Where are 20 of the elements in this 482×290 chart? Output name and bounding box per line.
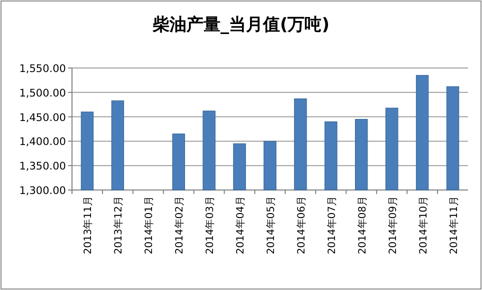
chart-title: 柴油产量_当月值(万吨) [151, 15, 330, 35]
x-tick-label: 2014年08月 [356, 196, 368, 254]
x-tick-label: 2014年03月 [204, 196, 216, 254]
x-tick-label: 2013年11月 [82, 196, 94, 254]
y-tick-label: 1,300.00 [19, 185, 66, 197]
x-tick-label: 2014年02月 [174, 196, 186, 254]
x-tick-label: 2014年01月 [143, 196, 156, 254]
y-tick-label: 1,550.00 [19, 63, 66, 75]
x-tick-label: 2014年09月 [386, 196, 399, 254]
y-tick-label: 1,350.00 [19, 160, 66, 173]
x-tick-label: 2014年11月 [448, 196, 460, 254]
y-tick-label: 1,450.00 [19, 112, 66, 124]
x-tick-label: 2014年06月 [295, 196, 308, 254]
y-tick-label: 1,500.00 [19, 87, 66, 100]
x-tick-label: 2013年12月 [112, 196, 125, 254]
x-tick-label: 2014年04月 [234, 196, 247, 254]
x-tick-label: 2014年05月 [265, 196, 277, 254]
x-tick-label: 2014年10月 [417, 196, 430, 254]
x-tick-label: 2014年07月 [326, 196, 338, 254]
y-tick-label: 1,400.00 [19, 136, 66, 148]
